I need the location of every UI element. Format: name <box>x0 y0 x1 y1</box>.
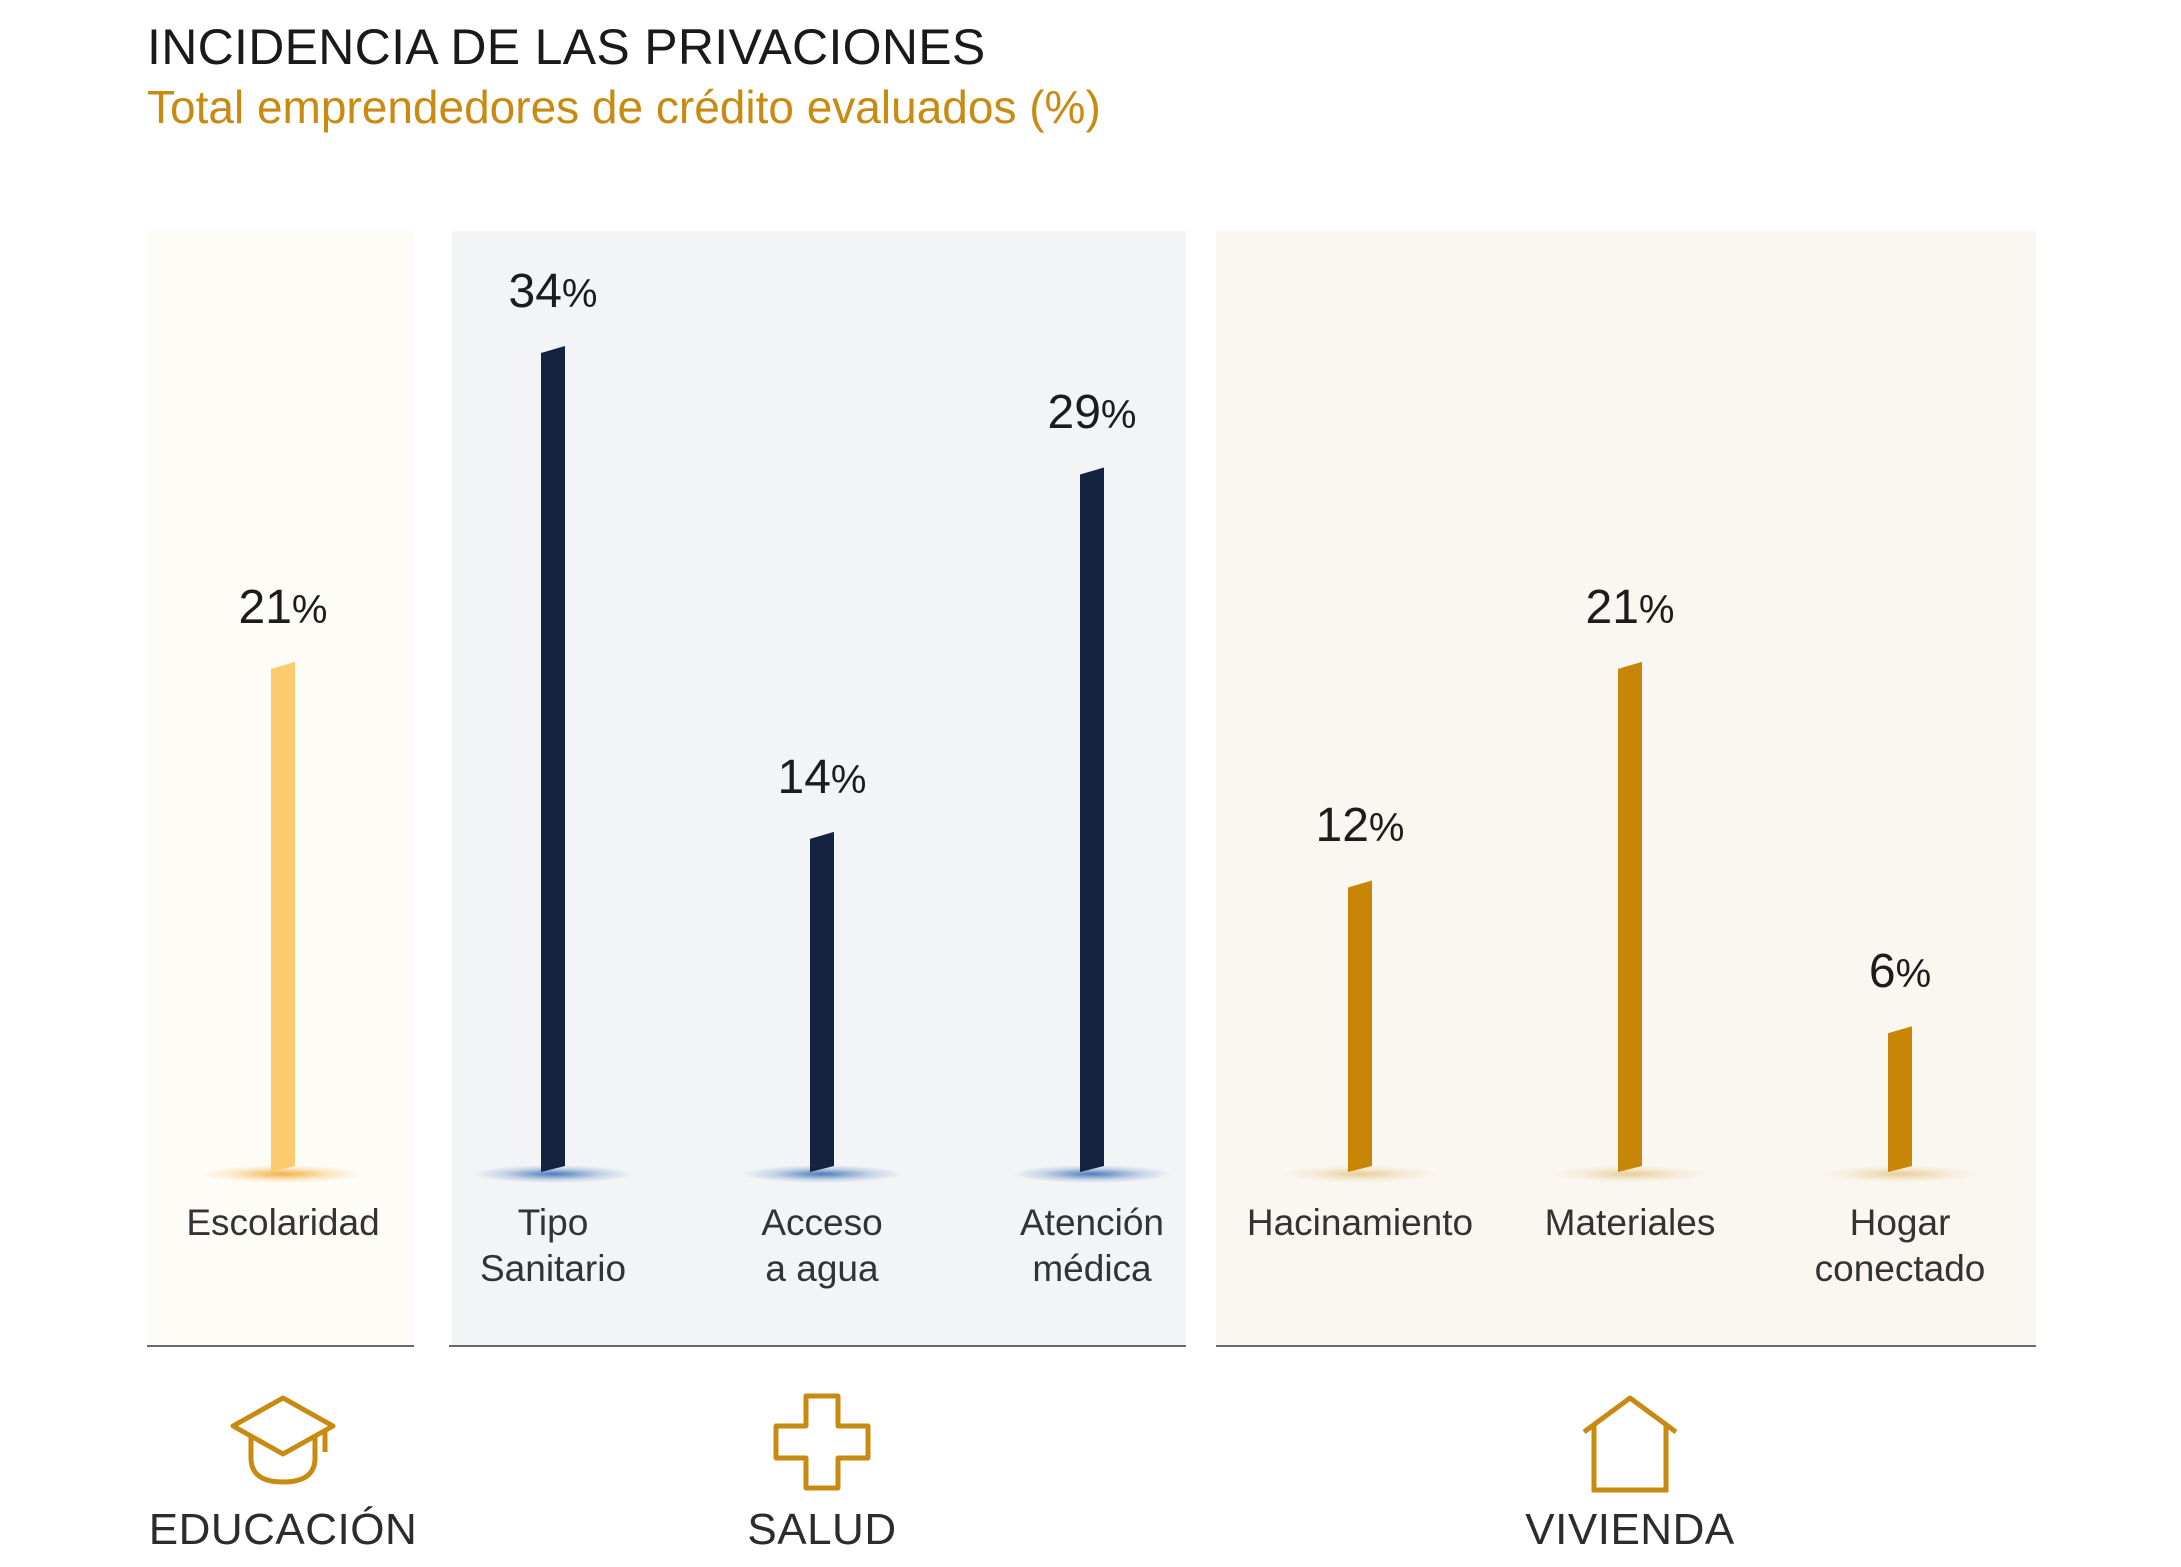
house-icon <box>1582 1395 1678 1493</box>
value-unit: % <box>561 272 598 316</box>
educacion-group-label: EDUCACIÓN <box>148 1505 418 1554</box>
value-number: 14 <box>777 750 831 804</box>
value-unit: % <box>1638 587 1675 632</box>
bar-salud-2 <box>810 831 834 1172</box>
value-unit: % <box>291 587 328 632</box>
category-label-line: Hacinamiento <box>1246 1202 1474 1243</box>
category-label-line: a agua <box>765 1248 879 1289</box>
category-label: Atención médica <box>962 1200 1222 1292</box>
value-number: 6 <box>1868 945 1896 999</box>
value-label: 14% <box>722 750 922 805</box>
value-unit: % <box>1100 393 1137 438</box>
chart-subtitle: Total emprendedores de crédito evaluados… <box>147 81 1101 133</box>
category-label: Materiales <box>1500 1200 1760 1246</box>
bar-educacion-1 <box>271 661 295 1172</box>
bar-salud-3 <box>1080 467 1104 1172</box>
value-number: 34 <box>508 265 562 318</box>
category-label-line: conectado <box>1814 1248 1986 1289</box>
bar-vivienda-2 <box>1618 661 1642 1172</box>
category-label: Acceso a agua <box>692 1200 952 1292</box>
value-number: 29 <box>1047 386 1101 440</box>
value-number: 21 <box>238 580 292 634</box>
value-label: 34% <box>453 264 653 319</box>
category-label-line: Sanitario <box>479 1248 627 1289</box>
bar-shadow <box>473 1165 633 1183</box>
category-label-line: médica <box>1032 1248 1152 1289</box>
bar-salud-1 <box>541 346 565 1172</box>
bar-shadow <box>742 1165 902 1183</box>
category-label: Hogar conectado <box>1770 1200 2030 1292</box>
category-label: Tipo Sanitario <box>423 1200 683 1292</box>
category-label-line: Tipo <box>517 1202 589 1243</box>
category-label-line: Acceso <box>761 1202 883 1243</box>
value-label: 6% <box>1800 944 2000 999</box>
value-unit: % <box>1368 806 1405 851</box>
value-number: 12 <box>1315 799 1369 853</box>
category-label-line: Materiales <box>1544 1202 1716 1243</box>
category-label-line: Hogar <box>1849 1202 1951 1243</box>
vivienda-divider-line <box>1216 1345 2036 1347</box>
vivienda-group-label: VIVIENDA <box>1525 1505 1735 1554</box>
bar-shadow <box>1280 1165 1440 1183</box>
value-label: 29% <box>992 385 1192 440</box>
category-label-line: Atención <box>1020 1202 1164 1243</box>
salud-divider-line <box>449 1345 1186 1347</box>
value-label: 12% <box>1260 798 1460 853</box>
bar-vivienda-1 <box>1348 880 1372 1172</box>
value-unit: % <box>830 757 867 802</box>
bar-shadow <box>1550 1165 1710 1183</box>
bar-shadow <box>1820 1165 1980 1183</box>
medical-cross-icon <box>773 1393 871 1491</box>
category-label-line: Escolaridad <box>186 1202 380 1243</box>
chart-title: INCIDENCIA DE LAS PRIVACIONES <box>147 19 986 75</box>
value-unit: % <box>1895 952 1932 997</box>
value-label: 21% <box>183 580 383 635</box>
value-number: 21 <box>1585 580 1639 634</box>
bar-shadow <box>203 1165 363 1183</box>
category-label: Hacinamiento <box>1230 1200 1490 1246</box>
graduation-cap-icon <box>230 1395 336 1485</box>
bar-shadow <box>1012 1165 1172 1183</box>
educacion-divider-line <box>147 1345 414 1347</box>
value-label: 21% <box>1530 580 1730 635</box>
category-label: Escolaridad <box>153 1200 413 1246</box>
salud-group-label: SALUD <box>747 1505 897 1554</box>
bar-vivienda-3 <box>1888 1026 1912 1172</box>
